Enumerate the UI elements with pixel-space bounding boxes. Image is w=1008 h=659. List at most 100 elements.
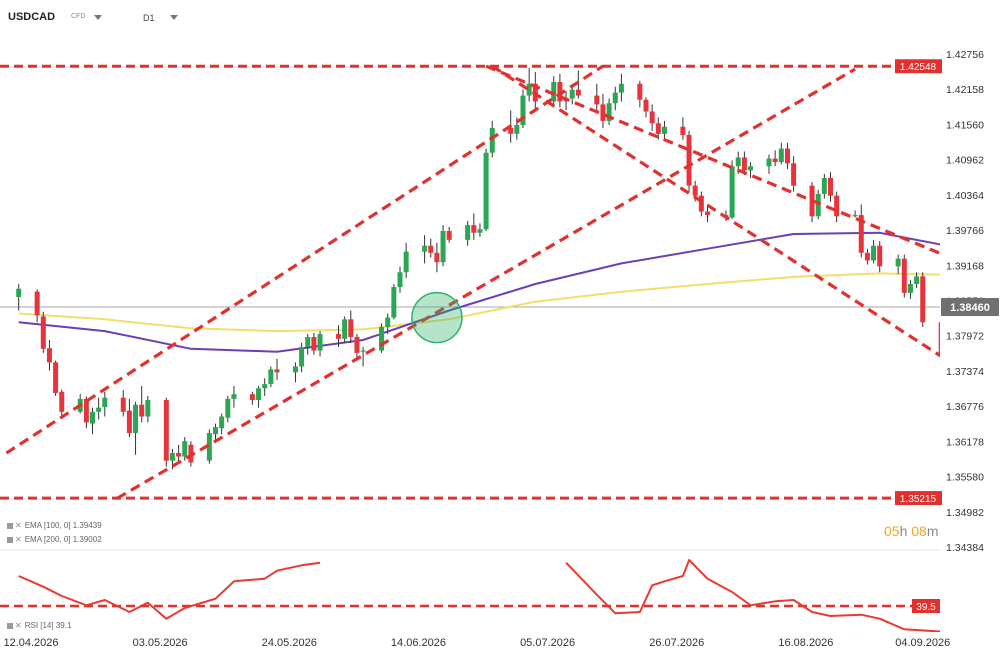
indicator-settings-icon[interactable]: [7, 622, 13, 629]
price-tick-label: 1.42756: [946, 49, 984, 61]
level-price-tag: [895, 491, 942, 506]
candle-body: [895, 258, 901, 267]
candle-body: [871, 245, 877, 261]
candle-body: [391, 286, 397, 318]
candle-body: [680, 126, 686, 136]
remove-indicator-icon[interactable]: ✕: [15, 535, 22, 544]
candle-body: [569, 89, 575, 99]
candle-body: [96, 407, 102, 412]
descending-channel-lower: [491, 64, 940, 358]
remove-indicator-icon[interactable]: ✕: [15, 621, 22, 630]
legend-ema100[interactable]: ✕ EMA [100, 0] 1.39439: [7, 521, 102, 530]
candle-body: [354, 337, 360, 353]
candle-body: [336, 334, 341, 339]
candle-body: [686, 135, 692, 186]
time-tick-label: 05.07.2026: [520, 637, 575, 649]
indicator-settings-icon[interactable]: [7, 522, 13, 529]
candle-body: [292, 366, 298, 373]
candle-body: [428, 245, 434, 253]
candle-body: [606, 103, 612, 121]
candle-body: [231, 394, 237, 399]
time-tick-label: 26.07.2026: [649, 637, 704, 649]
candle-body: [778, 148, 784, 163]
candle-body: [766, 158, 772, 167]
price-tick-label: 1.40962: [946, 155, 984, 167]
candle-body: [649, 111, 655, 124]
countdown-h-unit: h: [899, 523, 908, 539]
candle-body: [249, 394, 255, 401]
candle-body: [901, 258, 907, 293]
candle-body: [465, 225, 471, 240]
ema100-label: EMA [100, 0] 1.39439: [24, 521, 102, 530]
candle-body: [594, 95, 600, 105]
candle-body: [526, 83, 532, 96]
level-price-tag: [895, 59, 942, 74]
rsi-tick-label: 30.0: [946, 614, 967, 626]
symbol-label[interactable]: USDCAD: [8, 11, 56, 23]
horizontal-levels: [0, 64, 940, 500]
candle-body: [637, 83, 643, 100]
candle-body: [938, 322, 940, 357]
candle-body: [600, 104, 606, 121]
descending-channel-upper: [485, 64, 940, 256]
price-tick-label: 1.39766: [946, 225, 984, 237]
candle-body: [274, 369, 280, 373]
candle-body: [514, 125, 520, 134]
candle-body: [741, 157, 747, 171]
candle-body: [489, 127, 495, 153]
candle-body: [483, 152, 489, 230]
ema200-line: [18, 272, 940, 333]
candle-body: [139, 404, 145, 417]
candle-body: [311, 337, 317, 351]
remove-indicator-icon[interactable]: ✕: [15, 521, 22, 530]
candle-body: [206, 432, 212, 461]
candle-body: [471, 225, 477, 233]
candle-countdown: 05h 08m: [884, 523, 939, 539]
price-tick-label: 1.39168: [946, 260, 984, 272]
rsi-level-tag: [912, 599, 940, 613]
annotations: [411, 291, 463, 344]
chart-header: USDCAD CFD D1: [0, 0, 940, 34]
current-price-tag-text: 1.38460: [950, 302, 990, 314]
candle-body: [477, 229, 483, 233]
rsi-panel: 39.5 30.0: [0, 559, 967, 632]
candle-body: [772, 158, 778, 163]
candle-body: [40, 316, 46, 349]
candle-body: [945, 356, 950, 364]
candle-body: [360, 350, 366, 352]
candle-body: [46, 348, 52, 363]
candle-body: [299, 347, 305, 367]
candle-body: [16, 288, 22, 297]
candle-body: [729, 166, 735, 218]
time-tick-label: 14.06.2026: [391, 637, 446, 649]
candle-body: [262, 384, 268, 389]
candle-body: [434, 252, 440, 263]
ascending-channel-lower: [116, 67, 856, 500]
timeframe-dropdown-icon[interactable]: [170, 15, 178, 20]
candle-body: [169, 453, 175, 461]
candle-body: [379, 326, 385, 351]
symbol-dropdown-icon[interactable]: [94, 15, 102, 20]
candle-body: [575, 89, 581, 96]
legend-rsi[interactable]: ✕ RSI [14] 39.1: [7, 621, 71, 630]
candle-body: [705, 211, 710, 216]
candle-body: [225, 398, 231, 418]
candle-body: [914, 276, 920, 285]
rsi-level-tag-text: 39.5: [916, 602, 936, 613]
candle-body: [821, 178, 827, 194]
candle-body: [213, 427, 218, 435]
timeframe-label[interactable]: D1: [143, 13, 155, 23]
candle-body: [828, 178, 833, 196]
candle-body: [655, 123, 661, 134]
indicator-settings-icon[interactable]: [7, 536, 13, 543]
candle-body: [920, 276, 926, 323]
candle-body: [661, 126, 667, 134]
candle-body: [864, 252, 870, 261]
countdown-m-unit: m: [926, 523, 939, 539]
price-tick-label: 1.37972: [946, 331, 984, 343]
candle-body: [643, 99, 649, 112]
candle-body: [748, 166, 754, 171]
moving-averages: [18, 231, 940, 353]
legend-ema200[interactable]: ✕ EMA [200, 0] 1.39002: [7, 535, 102, 544]
